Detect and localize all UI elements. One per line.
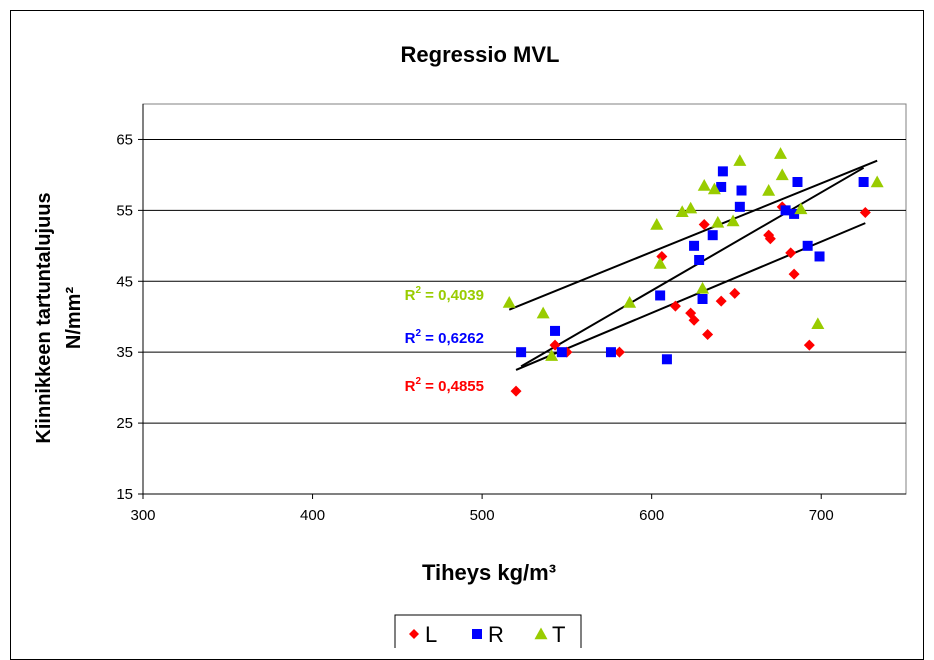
y-tick-label: 15 bbox=[116, 486, 133, 503]
legend-label-T: T bbox=[552, 622, 565, 647]
point-L bbox=[785, 247, 797, 259]
axes bbox=[138, 104, 906, 499]
point-L bbox=[715, 295, 727, 307]
legend-marker-T bbox=[534, 627, 548, 640]
point-L bbox=[729, 287, 741, 299]
point-R bbox=[661, 354, 672, 365]
point-L bbox=[613, 346, 625, 358]
point-T bbox=[684, 201, 698, 214]
point-R bbox=[550, 325, 561, 336]
x-tick-label: 600 bbox=[639, 507, 664, 524]
r2-label-R: R2 = 0,6262 bbox=[405, 328, 484, 347]
point-L bbox=[764, 233, 776, 245]
point-R bbox=[792, 177, 803, 187]
point-R bbox=[858, 177, 869, 187]
point-T bbox=[675, 205, 689, 217]
point-T bbox=[697, 179, 711, 191]
x-axis-label: Tiheys kg/m³ bbox=[422, 560, 556, 585]
point-L bbox=[688, 314, 700, 326]
point-R bbox=[789, 208, 800, 219]
trendline-T bbox=[508, 159, 878, 311]
legend-label-R: R bbox=[488, 622, 504, 647]
point-R bbox=[716, 181, 727, 192]
point-T bbox=[623, 296, 637, 308]
point-T bbox=[696, 281, 710, 294]
point-L bbox=[510, 385, 522, 397]
chart-title: Regressio MVL bbox=[401, 42, 560, 67]
point-L bbox=[859, 206, 871, 218]
point-R bbox=[707, 230, 718, 241]
r2-labels: R2 = 0,4855 R2 = 0,6262 R2 = 0,4039 bbox=[405, 285, 484, 395]
point-R bbox=[516, 347, 527, 358]
point-R bbox=[780, 205, 791, 216]
point-R bbox=[655, 290, 666, 301]
point-R bbox=[802, 240, 813, 251]
y-tick-label: 35 bbox=[116, 344, 133, 361]
point-L bbox=[669, 300, 681, 312]
point-T bbox=[707, 182, 721, 195]
gridlines bbox=[143, 138, 906, 424]
point-T bbox=[536, 306, 550, 319]
legend-label-L: L bbox=[425, 622, 437, 647]
y-tick-label: 25 bbox=[116, 415, 133, 432]
r2-label-T: R2 = 0,4039 bbox=[405, 285, 484, 304]
point-R bbox=[814, 251, 825, 262]
point-L bbox=[788, 268, 800, 280]
chart-frame bbox=[10, 10, 924, 660]
trendlines bbox=[508, 159, 878, 371]
point-L bbox=[702, 328, 714, 340]
data-points bbox=[502, 147, 884, 397]
y-tick-label: 65 bbox=[116, 131, 133, 148]
legend-marker-R bbox=[472, 629, 482, 639]
point-T bbox=[775, 168, 789, 181]
point-T bbox=[711, 215, 725, 228]
y-axis-label-line2: N/mm² bbox=[63, 287, 85, 350]
x-tick-label: 700 bbox=[809, 507, 834, 524]
y-axis-label-line1: Kiinnikkeen tartuntalujuus bbox=[33, 192, 55, 443]
y-tick-label: 55 bbox=[116, 202, 133, 219]
legend-box bbox=[394, 614, 582, 648]
point-R bbox=[717, 166, 728, 177]
tick-labels: 300 400 500 600 700 15 25 35 45 55 65 bbox=[116, 131, 833, 524]
point-R bbox=[556, 347, 567, 358]
point-R bbox=[605, 347, 616, 358]
x-tick-label: 500 bbox=[470, 507, 495, 524]
legend-marker-L bbox=[409, 629, 419, 639]
point-T bbox=[762, 184, 776, 196]
point-R bbox=[697, 294, 708, 304]
r2-label-L: R2 = 0,4855 bbox=[405, 376, 484, 395]
point-R bbox=[734, 201, 745, 212]
plot-area bbox=[142, 103, 907, 495]
point-T bbox=[811, 317, 825, 330]
point-T bbox=[774, 147, 788, 159]
point-T bbox=[726, 214, 740, 227]
point-T bbox=[650, 218, 664, 230]
point-T bbox=[733, 154, 747, 166]
point-T bbox=[653, 257, 667, 269]
point-T bbox=[794, 202, 808, 215]
point-T bbox=[870, 175, 884, 188]
point-L bbox=[698, 219, 710, 231]
point-T bbox=[502, 296, 516, 308]
x-tick-label: 300 bbox=[130, 507, 155, 524]
point-R bbox=[694, 255, 705, 265]
x-tick-label: 400 bbox=[300, 507, 325, 524]
trendline-R bbox=[520, 166, 865, 368]
y-axis-label: Kiinnikkeen tartuntalujuus N/mm² bbox=[33, 192, 85, 443]
point-L bbox=[803, 339, 815, 351]
y-tick-label: 45 bbox=[116, 273, 133, 290]
point-R bbox=[736, 185, 747, 196]
point-R bbox=[689, 240, 700, 251]
point-T bbox=[545, 349, 559, 361]
